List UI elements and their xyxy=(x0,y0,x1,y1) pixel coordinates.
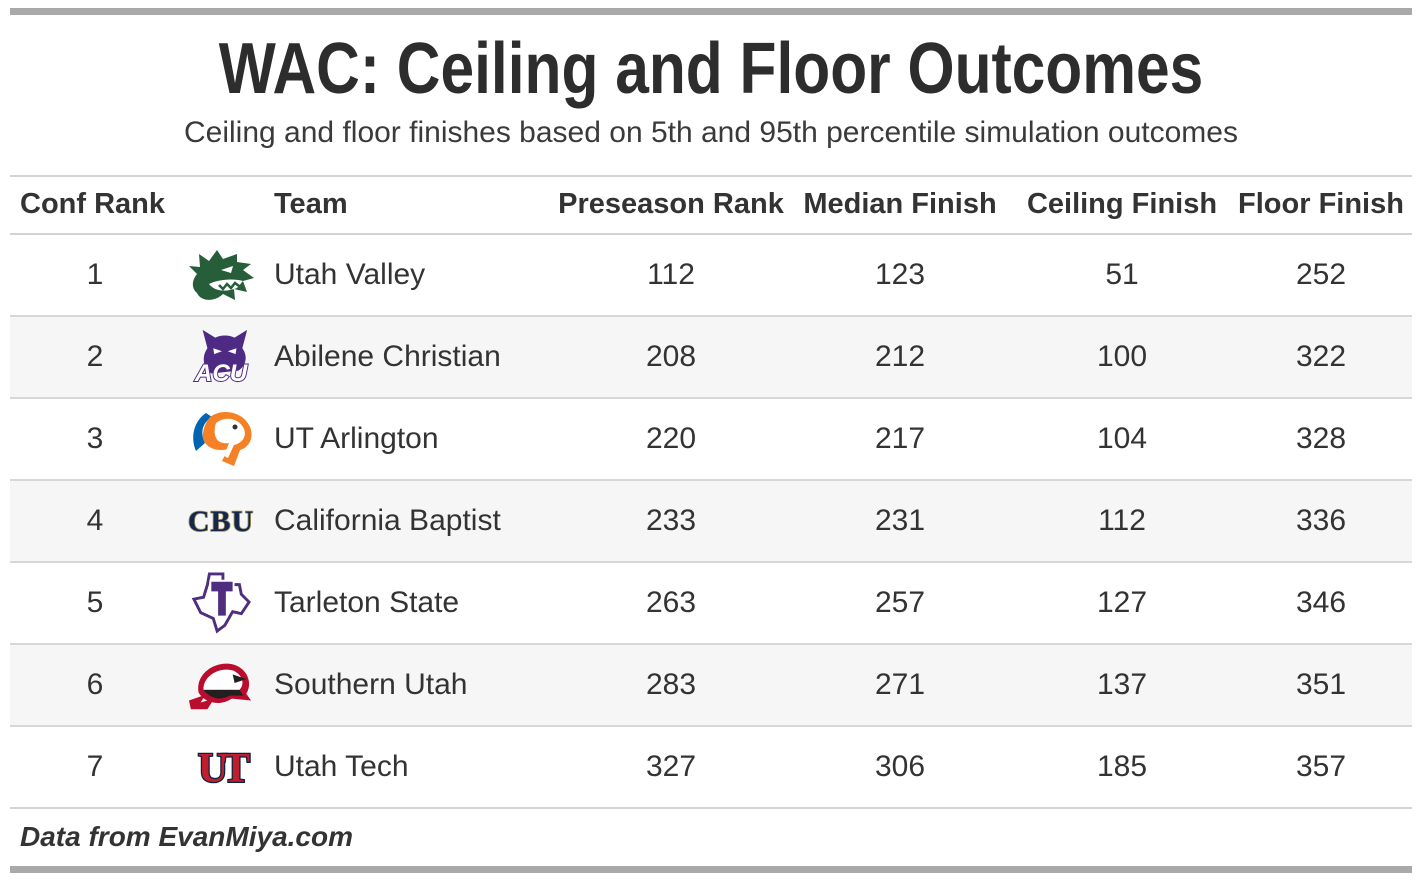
team-cell: Utah Valley xyxy=(180,234,556,316)
conf-rank-cell: 4 xyxy=(86,503,104,537)
median-finish-cell: 306 xyxy=(874,749,926,783)
ut-arlington-logo-icon xyxy=(186,404,256,474)
ceiling-finish-cell: 137 xyxy=(1096,667,1148,701)
tarleton-state-logo-icon xyxy=(186,568,256,638)
team-name: Utah Tech xyxy=(274,749,409,783)
col-header-floor-finish: Floor Finish xyxy=(1230,174,1412,235)
conf-rank-cell: 7 xyxy=(86,749,104,783)
ceiling-finish-cell: 112 xyxy=(1098,503,1146,537)
floor-finish-cell: 322 xyxy=(1295,339,1347,373)
southern-utah-logo-icon xyxy=(186,650,256,720)
preseason-rank-cell: 327 xyxy=(645,749,697,783)
preseason-rank-cell: 283 xyxy=(645,667,697,701)
team-name: California Baptist xyxy=(274,503,501,537)
preseason-rank-cell: 220 xyxy=(645,421,697,455)
team-cell: UT Arlington xyxy=(180,398,556,480)
bottom-rule xyxy=(10,865,1412,873)
floor-finish-cell: 351 xyxy=(1295,667,1347,701)
conf-rank-cell: 1 xyxy=(86,257,104,291)
median-finish-cell: 257 xyxy=(874,585,926,619)
preseason-rank-cell: 233 xyxy=(645,503,697,537)
ceiling-finish-cell: 185 xyxy=(1096,749,1148,783)
preseason-rank-cell: 208 xyxy=(645,339,697,373)
team-name: UT Arlington xyxy=(274,421,439,455)
table-row: 2 ACU Abilene Christian 208 212 1 xyxy=(10,315,1412,398)
median-finish-cell: 217 xyxy=(874,421,926,455)
ceiling-finish-cell: 104 xyxy=(1096,421,1148,455)
conf-rank-cell: 2 xyxy=(86,339,104,373)
floor-finish-cell: 328 xyxy=(1295,421,1347,455)
table-row: 7 UT Utah Tech 327 306 185 357 xyxy=(10,725,1412,807)
ut-logo-text: UT xyxy=(198,746,250,792)
conf-rank-cell: 6 xyxy=(86,667,104,701)
col-header-preseason-rank: Preseason Rank xyxy=(556,174,786,235)
team-cell: Southern Utah xyxy=(180,644,556,726)
col-header-team: Team xyxy=(180,174,556,235)
col-header-median-finish: Median Finish xyxy=(786,174,1014,235)
table-row: 6 Southern Utah 283 271 xyxy=(10,643,1412,726)
table-row: 5 Tarleton State 263 257 127 346 xyxy=(10,561,1412,644)
team-cell: CBU California Baptist xyxy=(180,480,556,562)
conf-rank-cell: 5 xyxy=(86,585,104,619)
median-finish-cell: 212 xyxy=(874,339,926,373)
page-subtitle: Ceiling and floor finishes based on 5th … xyxy=(184,115,1238,149)
team-name: Southern Utah xyxy=(274,667,468,701)
page-title: WAC: Ceiling and Floor Outcomes xyxy=(0,29,1422,110)
utah-valley-logo-icon xyxy=(186,240,256,310)
california-baptist-logo-icon: CBU xyxy=(186,486,256,556)
header-row: Conf Rank Team Preseason Rank Median Fin… xyxy=(10,174,1412,235)
abilene-christian-logo-icon: ACU xyxy=(186,322,256,392)
floor-finish-cell: 252 xyxy=(1295,257,1347,291)
table-row: 1 Utah Valley 112 123 51 2 xyxy=(10,234,1412,316)
col-header-conf-rank: Conf Rank xyxy=(10,174,180,235)
team-cell: Tarleton State xyxy=(180,562,556,644)
table-row: 4 CBU California Baptist 233 231 112 336 xyxy=(10,479,1412,562)
ceiling-finish-cell: 51 xyxy=(1105,257,1139,291)
col-header-ceiling-finish: Ceiling Finish xyxy=(1014,174,1230,235)
ceiling-finish-cell: 100 xyxy=(1096,339,1148,373)
team-name: Utah Valley xyxy=(274,257,426,291)
floor-finish-cell: 357 xyxy=(1295,749,1347,783)
preseason-rank-cell: 112 xyxy=(647,257,695,291)
conf-rank-cell: 3 xyxy=(86,421,104,455)
source-note: Data from EvanMiya.com xyxy=(10,806,1412,866)
outcomes-table: Conf Rank Team Preseason Rank Median Fin… xyxy=(10,174,1412,807)
ceiling-finish-cell: 127 xyxy=(1096,585,1148,619)
team-cell: UT Utah Tech xyxy=(180,726,556,807)
team-cell: ACU Abilene Christian xyxy=(180,316,556,398)
floor-finish-cell: 346 xyxy=(1295,585,1347,619)
acu-logo-text: ACU xyxy=(194,360,248,387)
preseason-rank-cell: 263 xyxy=(645,585,697,619)
median-finish-cell: 271 xyxy=(874,667,926,701)
team-name: Tarleton State xyxy=(274,585,460,619)
table-row: 3 UT Arlington 220 217 104 xyxy=(10,397,1412,480)
cbu-logo-text: CBU xyxy=(188,505,254,538)
median-finish-cell: 123 xyxy=(874,257,926,291)
utah-tech-logo-icon: UT xyxy=(186,732,256,802)
floor-finish-cell: 336 xyxy=(1295,503,1347,537)
page-title-text: WAC: Ceiling and Floor Outcomes xyxy=(218,29,1204,109)
median-finish-cell: 231 xyxy=(874,503,926,537)
top-rule xyxy=(10,8,1412,15)
team-name: Abilene Christian xyxy=(274,339,501,373)
